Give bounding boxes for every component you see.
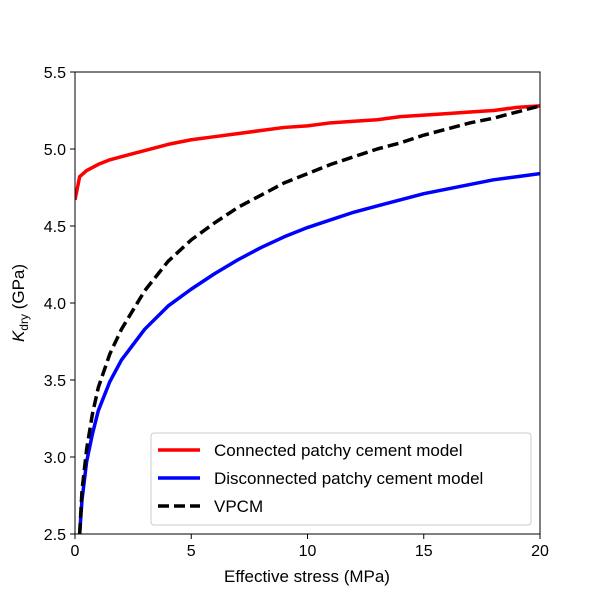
- y-axis-label-main: K: [9, 330, 28, 342]
- y-axis-label: Kdry (GPa): [9, 264, 31, 342]
- legend: Connected patchy cement model Disconnect…: [150, 432, 532, 526]
- legend-label-connected: Connected patchy cement model: [214, 441, 463, 460]
- series-line-connected: [75, 104, 540, 201]
- y-axis: 2.5 3.0 3.5 4.0 4.5 5.0 5.5: [44, 65, 75, 544]
- x-axis-label: Effective stress (MPa): [224, 567, 390, 586]
- x-tick-label: 5: [187, 543, 196, 560]
- legend-box: [150, 432, 532, 526]
- y-tick-label: 2.5: [44, 527, 66, 544]
- x-tick-label: 15: [415, 543, 433, 560]
- series-layer: [75, 104, 540, 534]
- legend-label-disconnected: Disconnected patchy cement model: [214, 469, 483, 488]
- x-axis: 0 5 10 15 20: [71, 534, 549, 560]
- x-tick-label: 20: [531, 543, 549, 560]
- x-tick-label: 10: [299, 543, 317, 560]
- y-tick-label: 5.5: [44, 65, 66, 82]
- legend-label-vpcm: VPCM: [214, 497, 263, 516]
- y-tick-label: 4.0: [44, 296, 66, 313]
- y-tick-label: 3.5: [44, 373, 66, 390]
- y-tick-label: 3.0: [44, 450, 66, 467]
- series-line-vpcm: [77, 104, 540, 534]
- x-tick-label: 0: [71, 543, 80, 560]
- y-axis-label-unit: (GPa): [9, 264, 28, 314]
- y-axis-label-sub: dry: [17, 314, 31, 331]
- series-line-disconnected: [77, 171, 540, 534]
- y-tick-label: 5.0: [44, 142, 66, 159]
- y-tick-label: 4.5: [44, 219, 66, 236]
